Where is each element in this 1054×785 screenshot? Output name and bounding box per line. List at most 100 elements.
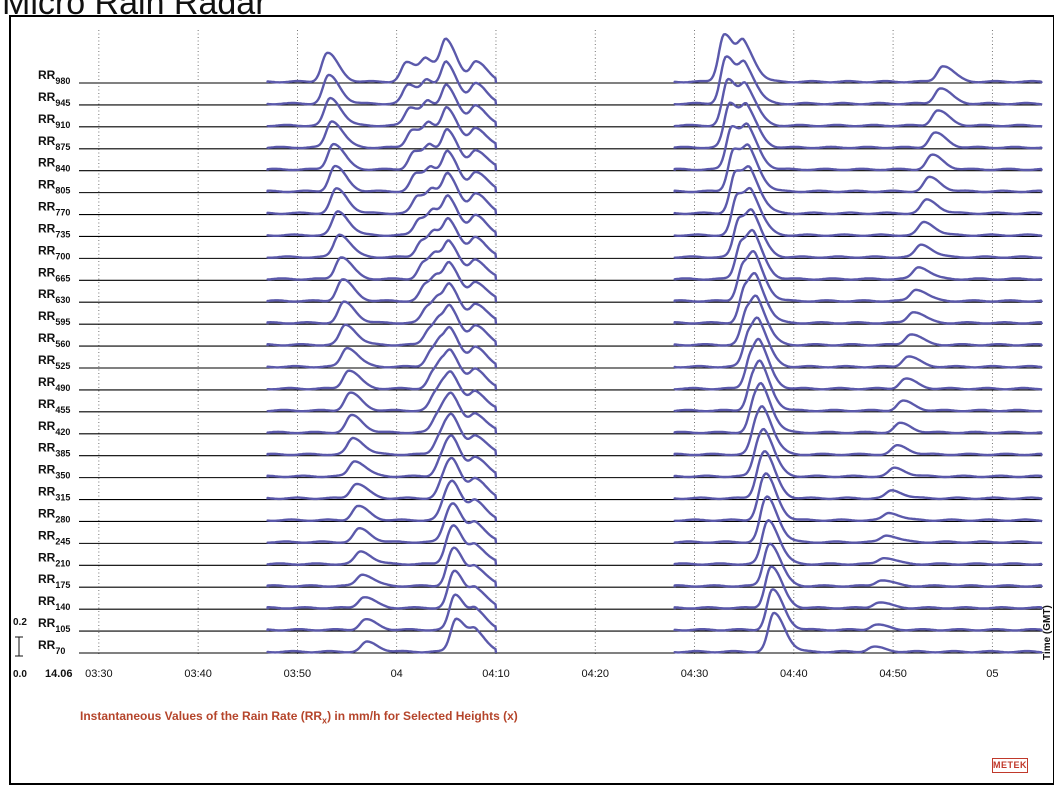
series-RR700-segment-1 (673, 208, 1043, 260)
row-label-RR385: RR385 (38, 441, 70, 459)
row-label-RR105: RR105 (38, 616, 70, 634)
series-RR770-segment-0 (266, 171, 498, 216)
series-RR140-segment-1 (673, 565, 1044, 610)
series-RR910-segment-1 (673, 77, 1043, 128)
x-tick-label-3: 04 (391, 668, 403, 680)
series-RR210-segment-1 (673, 519, 1043, 567)
series-RR525-segment-0 (266, 325, 498, 369)
row-label-RR945: RR945 (38, 90, 70, 108)
series-RR630-segment-0 (266, 260, 498, 303)
series-RR875-segment-1 (673, 101, 1043, 150)
row-label-RR875: RR875 (38, 134, 70, 152)
series-RR665-segment-0 (266, 239, 498, 281)
series-RR105-segment-1 (673, 588, 1043, 632)
series-RR700-segment-0 (266, 216, 498, 259)
series-RR385-segment-1 (673, 405, 1044, 457)
series-RR280-segment-0 (266, 479, 498, 522)
row-label-RR70: RR70 (38, 638, 65, 656)
series-RR175-segment-0 (266, 546, 498, 588)
series-RR945-segment-1 (673, 55, 1043, 106)
series-RR70-segment-0 (266, 617, 498, 654)
row-label-RR525: RR525 (38, 353, 70, 371)
scale-bar-top-label: 0.2 (13, 617, 27, 628)
label-layer: RR980 RR945 RR910 RR875 RR840 RR805 RR770 RR735… (38, 68, 70, 656)
x-tick-label-2: 03:50 (284, 668, 312, 680)
series-RR490-segment-1 (673, 337, 1043, 391)
x-tick-label-7: 04:40 (780, 668, 808, 680)
series-RR350-segment-0 (266, 434, 498, 479)
row-label-RR175: RR175 (38, 572, 70, 590)
series-RR420-segment-0 (266, 391, 498, 435)
series-RR735-segment-0 (266, 194, 498, 237)
row-label-RR770: RR770 (38, 200, 70, 218)
row-label-RR315: RR315 (38, 485, 70, 503)
series-RR735-segment-1 (673, 186, 1043, 238)
series-RR560-segment-0 (266, 303, 498, 347)
series-RR980-segment-1 (673, 33, 1043, 84)
x-tick-label-8: 04:50 (879, 668, 907, 680)
axis-layer: 03:30 03:40 03:50 04 04:10 04:20 04:30 04:40 04:… (13, 605, 1053, 680)
x-tick-label-5: 04:20 (581, 668, 609, 680)
series-RR490-segment-0 (266, 348, 498, 391)
x-tick-label-4: 04:10 (482, 668, 510, 680)
series-RR980-segment-0 (266, 37, 498, 84)
series-RR560-segment-1 (673, 294, 1044, 347)
series-RR770-segment-1 (673, 165, 1043, 216)
series-RR420-segment-1 (673, 381, 1043, 435)
baseline-layer (79, 82, 1042, 654)
row-label-RR455: RR455 (38, 397, 70, 415)
series-RR245-segment-1 (673, 495, 1043, 545)
x-tick-label-0: 03:30 (85, 668, 113, 680)
row-label-RR665: RR665 (38, 265, 70, 283)
series-RR630-segment-1 (673, 250, 1044, 303)
series-RR595-segment-1 (673, 272, 1044, 325)
row-label-RR560: RR560 (38, 331, 70, 349)
row-label-RR805: RR805 (38, 178, 70, 196)
row-label-RR630: RR630 (38, 287, 70, 305)
row-label-RR490: RR490 (38, 375, 70, 393)
x-tick-label-1: 03:40 (184, 668, 212, 680)
metek-logo: METEK (992, 758, 1028, 773)
series-RR315-segment-1 (673, 450, 1043, 501)
row-label-RR210: RR210 (38, 550, 70, 568)
x-axis-label: Time (GMT) (1042, 605, 1053, 660)
row-label-RR350: RR350 (38, 463, 70, 481)
chart-caption: Instantaneous Values of the Rain Rate (R… (80, 709, 518, 725)
date-label: 14.06 (45, 668, 73, 680)
series-RR280-segment-1 (673, 472, 1043, 523)
row-label-RR420: RR420 (38, 419, 70, 437)
series-RR105-segment-0 (266, 593, 498, 632)
row-label-RR595: RR595 (38, 309, 70, 327)
series-RR910-segment-0 (266, 83, 498, 128)
series-RR455-segment-1 (673, 359, 1043, 413)
grid-layer (98, 30, 993, 656)
series-RR595-segment-0 (266, 282, 498, 325)
series-RR840-segment-0 (266, 127, 498, 172)
series-RR875-segment-0 (266, 105, 498, 150)
scale-bar-bottom-label: 0.0 (13, 669, 27, 680)
row-label-RR735: RR735 (38, 221, 70, 239)
series-RR315-segment-0 (266, 456, 498, 501)
series-RR805-segment-0 (266, 149, 498, 194)
series-RR70-segment-1 (673, 611, 1043, 654)
series-RR840-segment-1 (673, 122, 1044, 172)
caption-suffix: ) in mm/h for Selected Heights (x) (327, 709, 518, 723)
caption-subscript: x (322, 715, 328, 726)
row-label-RR980: RR980 (38, 68, 70, 86)
series-RR385-segment-0 (266, 412, 498, 457)
series-layer (266, 33, 1044, 654)
series-RR805-segment-1 (673, 143, 1044, 194)
caption-prefix: Instantaneous Values of the Rain Rate (R… (80, 709, 323, 723)
series-RR455-segment-0 (266, 370, 498, 413)
series-RR350-segment-1 (673, 427, 1044, 479)
row-label-RR700: RR700 (38, 243, 70, 261)
row-label-RR840: RR840 (38, 156, 70, 174)
series-RR525-segment-1 (673, 316, 1043, 369)
row-label-RR280: RR280 (38, 506, 70, 524)
row-label-RR140: RR140 (38, 594, 70, 612)
series-RR245-segment-0 (266, 502, 498, 544)
series-RR665-segment-1 (673, 228, 1043, 282)
series-RR945-segment-0 (266, 60, 498, 106)
row-label-RR910: RR910 (38, 112, 70, 130)
